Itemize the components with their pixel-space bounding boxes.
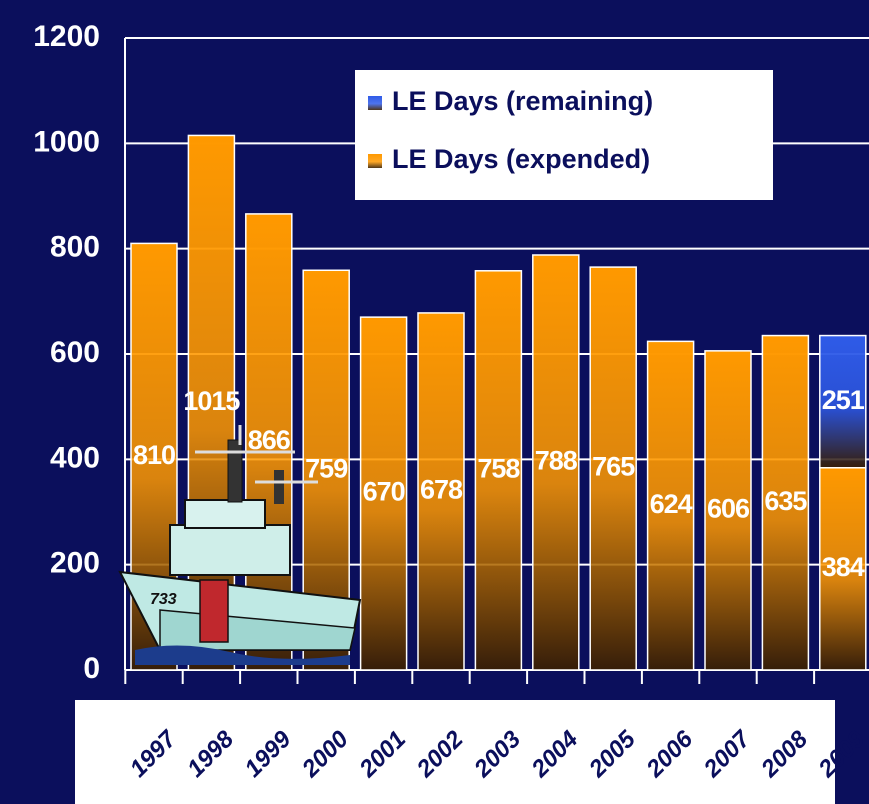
bar-segment <box>761 334 810 671</box>
data-label: 678 <box>420 475 463 505</box>
data-label: 606 <box>707 494 750 524</box>
data-label: 251 <box>822 385 865 415</box>
y-tick-label: 200 <box>50 547 100 580</box>
bar-segment <box>819 334 867 469</box>
legend-label: LE Days (expended) <box>392 144 650 174</box>
data-label: 624 <box>650 489 693 519</box>
hull-number: 733 <box>150 591 177 608</box>
x-label-panel <box>75 700 835 804</box>
bar-segment <box>589 266 637 671</box>
legend-swatch <box>368 154 382 168</box>
bar-segment <box>646 340 695 671</box>
data-labels: 810 1015 866 759 670 678 758 788 765 624 606 635 384… <box>133 385 866 582</box>
bar-segment <box>417 312 465 671</box>
y-tick-label: 400 <box>50 441 100 474</box>
data-label: 384 <box>822 552 865 582</box>
bar-segment <box>474 270 523 671</box>
legend-box <box>355 70 773 200</box>
data-label: 810 <box>133 440 175 470</box>
bar-segment <box>359 316 408 671</box>
data-label: 765 <box>592 452 635 482</box>
data-label: 759 <box>305 453 348 483</box>
bar-segment <box>532 254 580 671</box>
y-tick-label: 0 <box>83 652 100 685</box>
legend-label: LE Days (remaining) <box>392 86 653 116</box>
y-tick-label: 1200 <box>33 20 100 53</box>
data-label: 758 <box>477 454 520 484</box>
y-tick-label: 800 <box>50 231 100 264</box>
y-tick-label: 1000 <box>33 125 100 158</box>
data-label: 866 <box>248 425 291 455</box>
data-label: 1015 <box>183 386 240 416</box>
ship-illustration: 733 <box>118 425 362 665</box>
bar-segment <box>704 350 752 671</box>
data-label: 670 <box>363 477 405 507</box>
data-label: 788 <box>535 446 578 476</box>
legend: LE Days (remaining) LE Days (expended) <box>355 70 773 200</box>
y-tick-label: 600 <box>50 336 100 369</box>
legend-swatch <box>368 96 382 110</box>
data-label: 635 <box>764 486 807 516</box>
